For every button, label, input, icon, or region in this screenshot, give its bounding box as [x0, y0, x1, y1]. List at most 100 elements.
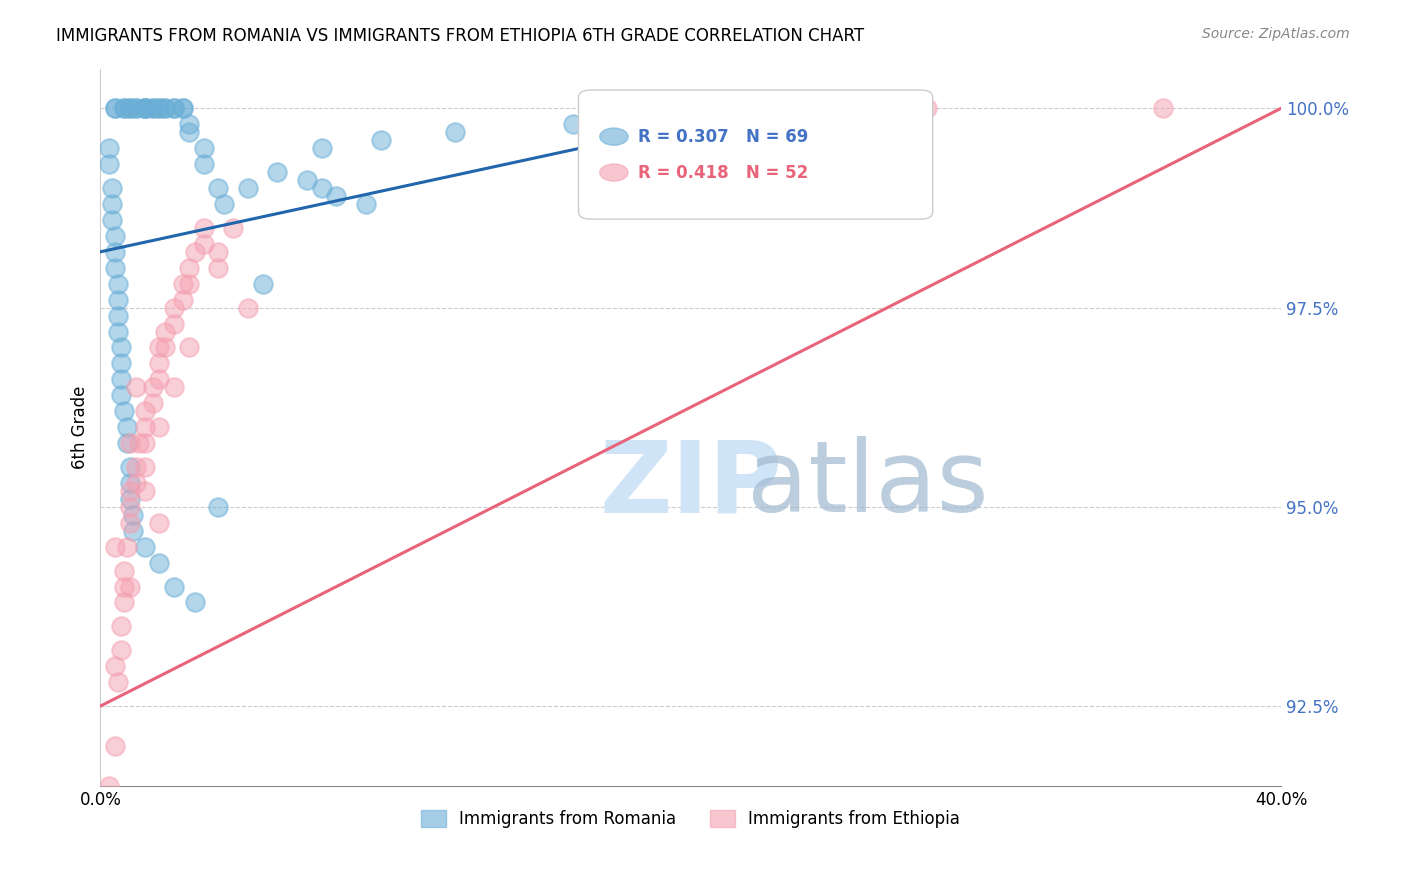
Point [172, 277, 194, 291]
Point [207, 500, 229, 514]
Point [561, 117, 583, 131]
Point [354, 197, 377, 211]
Point [155, 101, 177, 115]
Point [134, 101, 156, 115]
Point [112, 564, 135, 578]
Text: R = 0.418   N = 52: R = 0.418 N = 52 [637, 163, 808, 182]
Point [125, 475, 148, 490]
Point [443, 125, 465, 139]
Point [155, 101, 177, 115]
Text: atlas: atlas [747, 436, 988, 533]
Point [163, 580, 186, 594]
Point [738, 101, 761, 115]
Point [142, 380, 165, 394]
Point [134, 404, 156, 418]
Point [110, 388, 132, 402]
Point [118, 101, 141, 115]
Point [155, 341, 177, 355]
Point [110, 372, 132, 386]
Point [148, 372, 170, 386]
Point [101, 181, 124, 195]
Point [193, 236, 215, 251]
Point [118, 460, 141, 475]
Text: IMMIGRANTS FROM ROMANIA VS IMMIGRANTS FROM ETHIOPIA 6TH GRADE CORRELATION CHART: IMMIGRANTS FROM ROMANIA VS IMMIGRANTS FR… [56, 27, 865, 45]
Point [177, 260, 200, 275]
Point [104, 244, 127, 259]
Point [311, 181, 333, 195]
Point [236, 181, 259, 195]
Point [134, 101, 156, 115]
Point [115, 420, 138, 434]
Point [104, 260, 127, 275]
Point [125, 460, 148, 475]
Point [104, 228, 127, 243]
Point [107, 277, 129, 291]
Point [295, 173, 318, 187]
Point [148, 420, 170, 434]
Point [370, 133, 392, 147]
Point [110, 356, 132, 370]
Point [311, 141, 333, 155]
Point [112, 101, 135, 115]
Point [118, 475, 141, 490]
Point [128, 436, 150, 450]
Point [125, 380, 148, 394]
Point [104, 101, 127, 115]
Point [104, 540, 127, 554]
Point [325, 189, 347, 203]
Point [110, 341, 132, 355]
Point [207, 181, 229, 195]
Point [134, 483, 156, 498]
Point [148, 341, 170, 355]
Point [104, 659, 127, 673]
Point [193, 141, 215, 155]
Point [207, 244, 229, 259]
Point [107, 675, 129, 690]
Point [101, 197, 124, 211]
Point [110, 643, 132, 657]
Point [142, 396, 165, 410]
Point [101, 213, 124, 227]
Point [163, 101, 186, 115]
Point [98, 157, 121, 171]
Point [134, 436, 156, 450]
Point [177, 117, 200, 131]
Point [148, 101, 170, 115]
Point [148, 101, 170, 115]
Point [115, 436, 138, 450]
Point [163, 317, 186, 331]
Point [118, 580, 141, 594]
Point [207, 260, 229, 275]
Point [184, 595, 207, 609]
Text: R = 0.307   N = 69: R = 0.307 N = 69 [637, 128, 808, 145]
Point [163, 301, 186, 315]
Point [118, 436, 141, 450]
Point [236, 301, 259, 315]
Point [148, 356, 170, 370]
Circle shape [600, 164, 628, 181]
Point [121, 508, 143, 522]
Point [252, 277, 274, 291]
Point [163, 101, 186, 115]
Point [177, 341, 200, 355]
Text: ZIP: ZIP [599, 436, 782, 533]
Point [134, 420, 156, 434]
Point [142, 101, 165, 115]
Point [134, 101, 156, 115]
Point [98, 779, 121, 793]
Point [118, 101, 141, 115]
Point [118, 483, 141, 498]
Point [177, 125, 200, 139]
Point [107, 293, 129, 307]
Point [172, 101, 194, 115]
Point [118, 516, 141, 530]
Point [148, 516, 170, 530]
Point [115, 540, 138, 554]
Point [107, 309, 129, 323]
Point [134, 540, 156, 554]
Point [915, 101, 938, 115]
Point [110, 619, 132, 633]
Point [193, 157, 215, 171]
Point [112, 101, 135, 115]
Point [1152, 101, 1174, 115]
